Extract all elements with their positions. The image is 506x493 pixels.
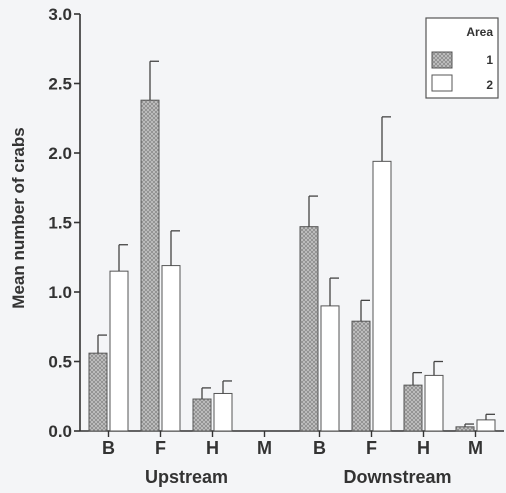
y-tick-label: 2.0 <box>48 144 72 163</box>
bar-downstream-F-area-1 <box>351 320 371 432</box>
x-tick-label: H <box>417 438 430 458</box>
x-tick-label: F <box>155 438 166 458</box>
legend-label-1: 1 <box>486 53 493 67</box>
y-axis-label: Mean number of crabs <box>9 127 28 308</box>
bar-upstream-F-area-1 <box>140 99 160 432</box>
y-tick-label: 3.0 <box>48 5 72 24</box>
legend-title: Area <box>466 25 493 39</box>
legend-swatch-1 <box>431 51 453 69</box>
y-tick-label: 1.0 <box>48 283 72 302</box>
bar-downstream-H-area-1 <box>403 384 423 432</box>
group-label-downstream: Downstream <box>343 467 451 487</box>
bar-upstream-B-area-1 <box>88 352 108 432</box>
bar-upstream-H-area-2 <box>213 392 233 432</box>
bar-downstream-B-area-2 <box>320 305 340 432</box>
legend: Area 1 2 <box>425 17 499 99</box>
legend-swatch-2 <box>431 74 453 92</box>
bar-downstream-M-area-1 <box>455 426 475 432</box>
y-tick-label: 0.5 <box>48 353 72 372</box>
bar-upstream-F-area-2 <box>161 265 181 432</box>
x-tick-label: F <box>366 438 377 458</box>
x-tick-label: B <box>102 438 115 458</box>
y-tick-label: 0.0 <box>48 422 72 441</box>
bar-downstream-F-area-2 <box>372 160 392 432</box>
group-label-upstream: Upstream <box>145 467 228 487</box>
bar-downstream-H-area-2 <box>424 374 444 432</box>
bar-upstream-B-area-2 <box>109 270 129 432</box>
bar-downstream-B-area-1 <box>299 226 319 432</box>
bar-upstream-H-area-1 <box>192 398 212 432</box>
legend-label-2: 2 <box>486 78 493 92</box>
x-tick-label: M <box>257 438 272 458</box>
x-tick-label: M <box>468 438 483 458</box>
x-tick-label: H <box>206 438 219 458</box>
y-tick-label: 2.5 <box>48 75 72 94</box>
x-tick-label: B <box>313 438 326 458</box>
bar-downstream-M-area-2 <box>476 419 496 432</box>
y-tick-label: 1.5 <box>48 214 72 233</box>
